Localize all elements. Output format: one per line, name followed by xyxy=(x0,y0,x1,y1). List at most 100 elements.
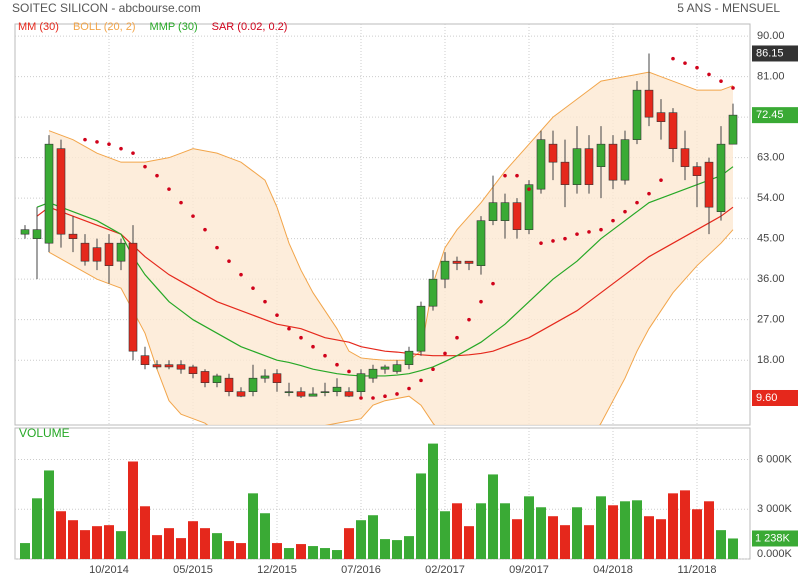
sar-dot xyxy=(719,79,723,83)
sar-dot xyxy=(479,299,483,304)
candle-body xyxy=(692,166,702,176)
volume-bar xyxy=(656,519,666,559)
y-tick-label: 18.00 xyxy=(757,354,785,366)
volume-bar xyxy=(380,539,390,559)
value-box xyxy=(752,530,798,547)
volume-bar xyxy=(164,528,174,559)
value-box xyxy=(752,45,798,62)
volume-bar xyxy=(572,507,582,559)
sar-dot xyxy=(455,335,459,340)
candle-body xyxy=(212,375,222,383)
x-tick-label: 05/2015 xyxy=(173,564,213,576)
volume-bar xyxy=(32,498,42,559)
x-tick-label: 07/2016 xyxy=(341,564,381,576)
volume-bar xyxy=(404,536,414,559)
volume-bar xyxy=(188,521,198,559)
bollinger-band xyxy=(49,72,733,425)
y-tick-label: 0.000K xyxy=(757,548,793,560)
candle-body xyxy=(308,393,318,397)
volume-bar xyxy=(80,530,90,559)
candle-body xyxy=(272,373,282,383)
volume-bar xyxy=(392,540,402,559)
sar-dot xyxy=(419,378,423,383)
candle-body xyxy=(56,148,66,235)
y-tick-label: 3 000K xyxy=(757,503,793,515)
legend-entry: BOLL (20, 2) xyxy=(73,21,136,33)
candle-body xyxy=(584,148,594,185)
candle-body xyxy=(716,143,726,212)
volume-bar xyxy=(452,503,462,559)
candle-body xyxy=(380,366,390,370)
volume-bar xyxy=(152,535,162,559)
y-tick-label: 81.00 xyxy=(757,71,785,83)
sar-dot xyxy=(359,396,363,400)
y-tick-label: 90.00 xyxy=(757,30,785,42)
sar-dot xyxy=(239,272,243,277)
value-box-label: 86.15 xyxy=(756,47,784,59)
volume-bar xyxy=(704,501,714,559)
sar-dot xyxy=(443,351,447,356)
candle-body xyxy=(44,143,54,244)
candle-body xyxy=(548,143,558,163)
sar-dot xyxy=(167,187,171,191)
volume-bar xyxy=(488,474,498,559)
sar-dot xyxy=(467,317,471,322)
candle-body xyxy=(32,229,42,239)
volume-bar xyxy=(644,516,654,559)
volume-plot xyxy=(20,443,738,559)
candle-body xyxy=(416,305,426,352)
moving-average xyxy=(36,166,734,377)
bollinger-upper xyxy=(48,71,734,361)
volume-bar xyxy=(560,525,570,559)
volume-bar xyxy=(548,516,558,559)
sar-dot xyxy=(311,344,315,349)
sar-dot xyxy=(143,164,147,169)
sar-dot xyxy=(383,394,387,398)
sar-dot xyxy=(347,369,351,374)
volume-bar xyxy=(104,525,114,559)
volume-bar xyxy=(224,541,234,559)
value-box xyxy=(752,389,798,406)
candle-body xyxy=(200,371,210,383)
volume-bar xyxy=(92,526,102,559)
sar-dot xyxy=(395,392,399,396)
sar-dot xyxy=(203,227,207,232)
sar-dot xyxy=(671,56,675,61)
candle-body xyxy=(356,373,366,392)
candle-body xyxy=(476,220,486,266)
candle-body xyxy=(464,260,474,264)
volume-title: VOLUME xyxy=(19,426,70,440)
candle-body xyxy=(404,350,414,365)
volume-bar xyxy=(260,513,270,559)
y-tick-label: 54.00 xyxy=(757,192,785,204)
volume-bar xyxy=(200,528,210,559)
volume-bar xyxy=(284,548,294,559)
volume-bar xyxy=(524,496,534,559)
candle-body xyxy=(728,114,738,145)
legend-entry: SAR (0.02, 0.2) xyxy=(212,21,288,33)
sar-dot xyxy=(227,259,231,263)
candle-body xyxy=(572,148,582,185)
sar-dot xyxy=(323,353,327,358)
candle-body xyxy=(140,355,150,365)
volume-bar xyxy=(116,531,126,559)
candle-body xyxy=(680,148,690,167)
candle-body xyxy=(644,89,654,118)
candle-body xyxy=(152,364,162,368)
candle-body xyxy=(392,364,402,372)
candle-body xyxy=(488,202,498,221)
bollinger-lower xyxy=(48,229,734,425)
volume-bar xyxy=(668,493,678,559)
sar-dot xyxy=(407,386,411,391)
volume-bar xyxy=(512,519,522,559)
candle-body xyxy=(596,143,606,167)
candle-body xyxy=(188,366,198,374)
volume-bar xyxy=(368,515,378,559)
volume-bar xyxy=(620,501,630,559)
sar-dot xyxy=(299,335,303,340)
candle-body xyxy=(332,386,342,392)
volume-bar xyxy=(692,509,702,559)
volume-bar xyxy=(728,538,738,559)
